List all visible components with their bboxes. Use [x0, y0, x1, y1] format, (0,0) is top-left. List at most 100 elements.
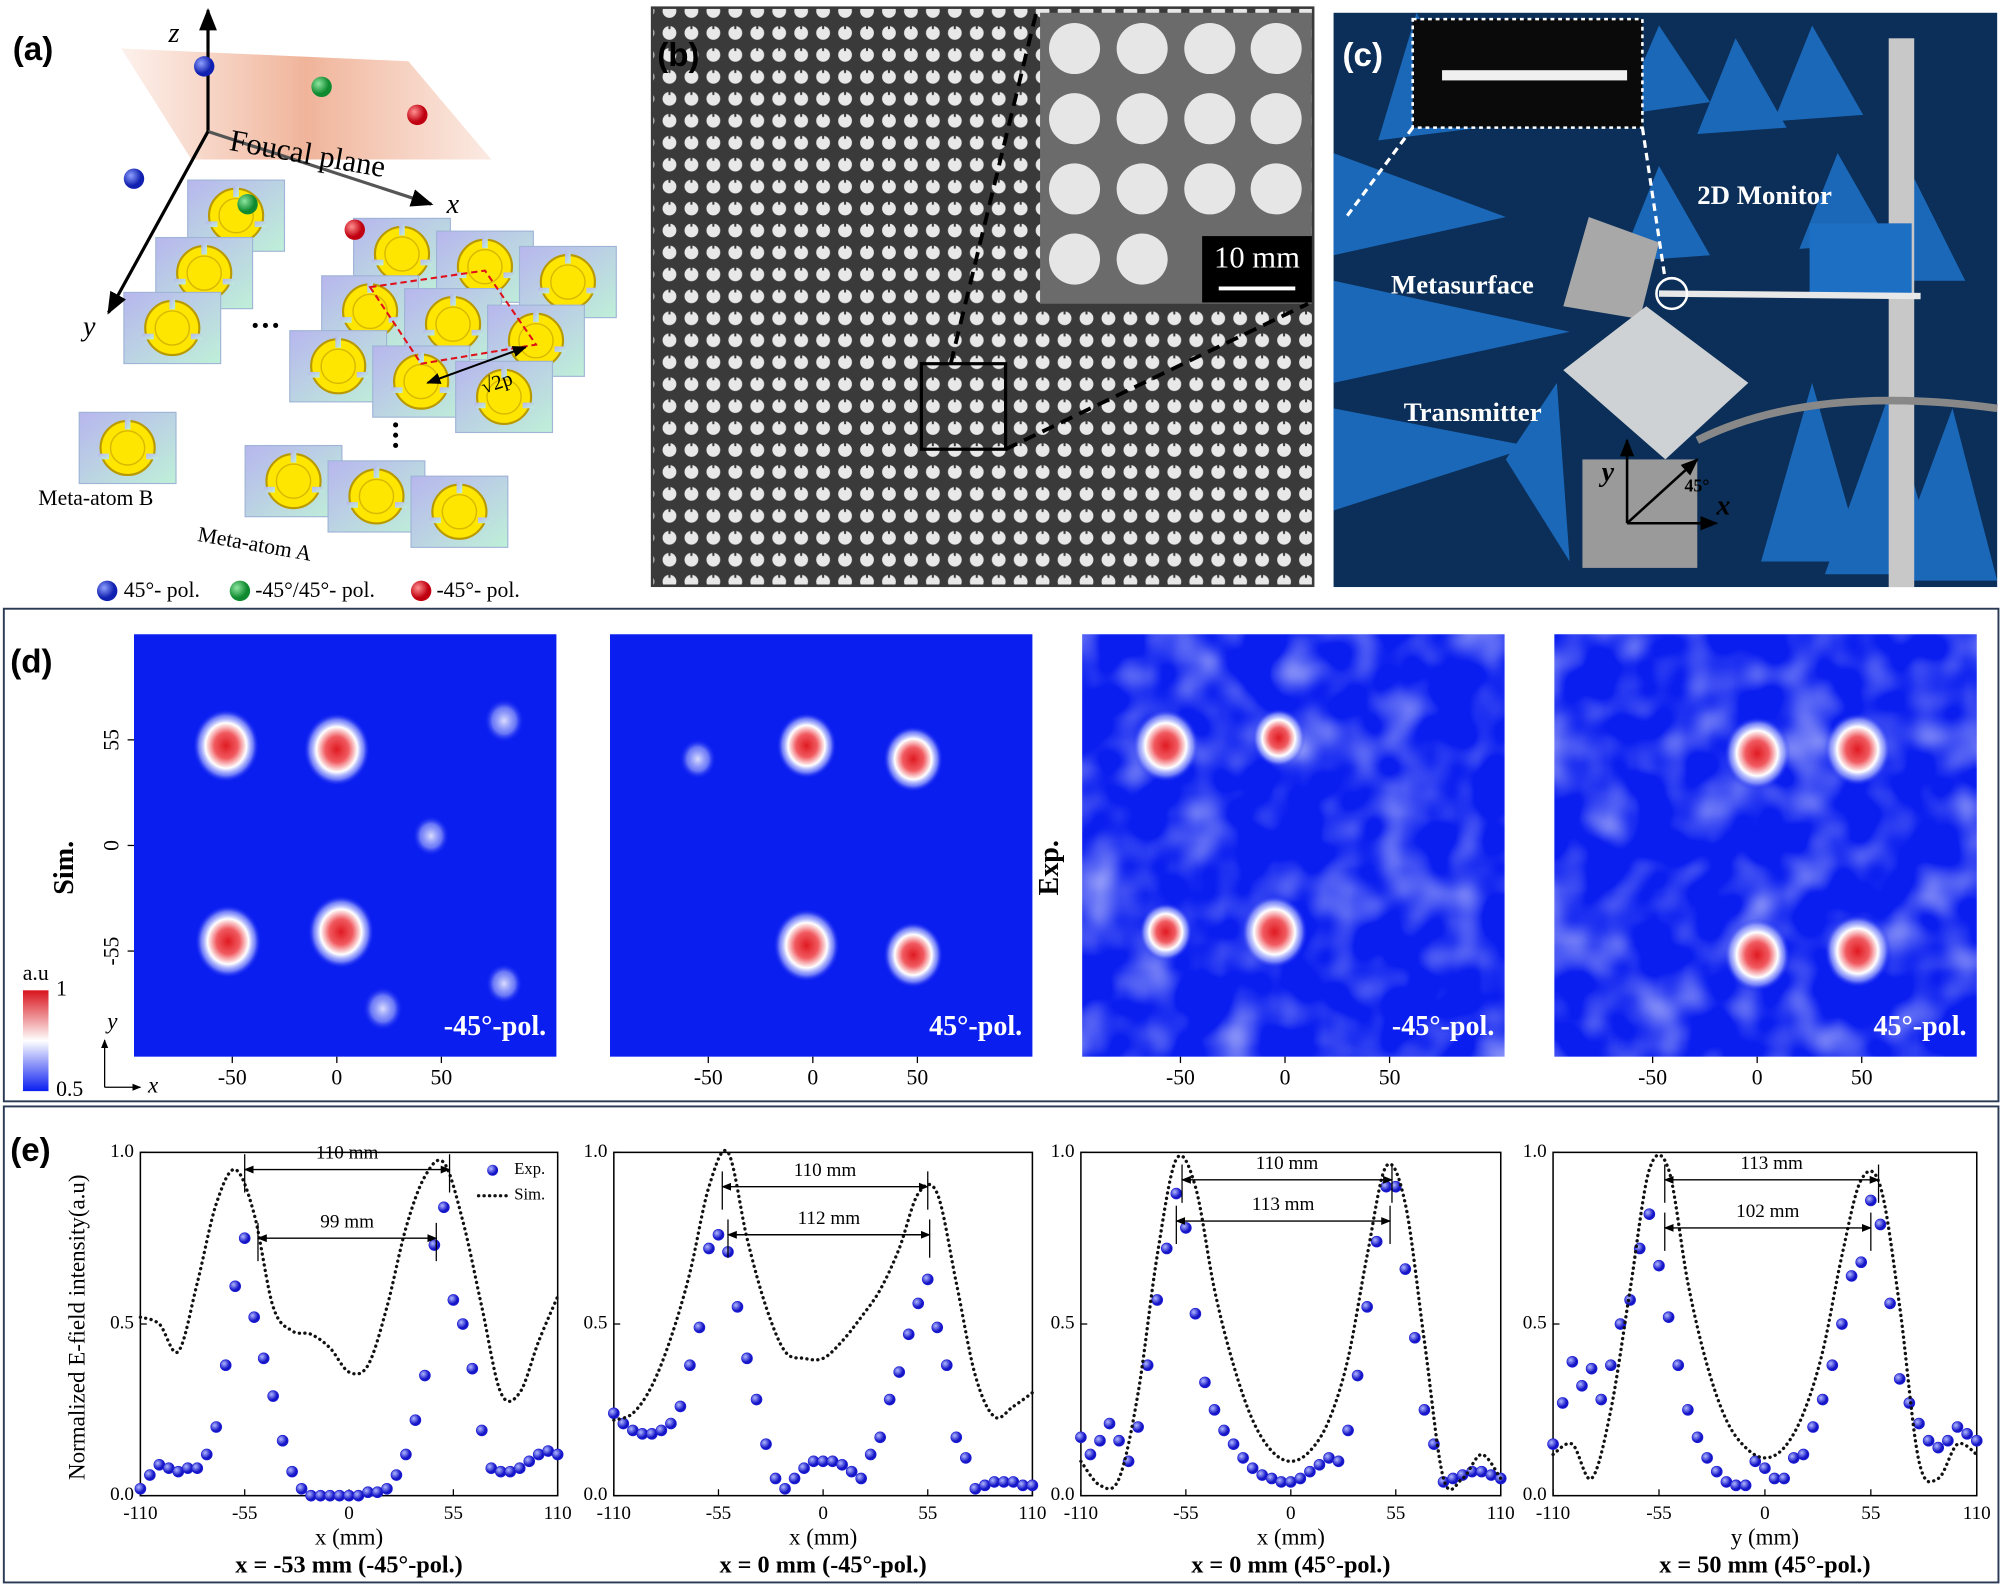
exp-point [1208, 1404, 1221, 1416]
exp-point [855, 1472, 867, 1485]
panel-c: (c) 2D Monitor Metasurface Transmitter y… [1333, 12, 1998, 588]
exp-point [1246, 1462, 1259, 1475]
x-tick-label: -55 [232, 1503, 258, 1524]
exp-point [1874, 1218, 1887, 1231]
spot [484, 698, 525, 743]
y-tick-label: 0.0 [1523, 1484, 1547, 1505]
spheres [96, 56, 432, 602]
x-tick-label: 0 [1280, 1066, 1291, 1090]
exp-point [1418, 1404, 1431, 1416]
x-tick-label: -110 [597, 1503, 631, 1524]
exp-point [1294, 1472, 1307, 1485]
zoom-box [919, 362, 1008, 451]
exp-point [655, 1424, 668, 1437]
spot [1824, 712, 1891, 786]
sim-line [138, 1158, 560, 1403]
exp-point [665, 1417, 677, 1430]
y-tick-label: 0.0 [110, 1484, 134, 1505]
unit-cell [368, 269, 538, 365]
spot [1252, 708, 1306, 768]
x-axis-label: x (mm) [789, 1524, 857, 1549]
spot [1139, 902, 1193, 962]
legend-label: 45°- pol. [124, 578, 200, 602]
exp-point [400, 1448, 412, 1461]
panel-label: (d) [10, 643, 52, 680]
exp-point [457, 1318, 469, 1330]
exp-point [883, 1393, 896, 1406]
exp-point [466, 1362, 479, 1375]
scale-label: 10 mm [1214, 240, 1300, 274]
legend-label: -45°/45°- pol. [255, 578, 375, 602]
axis-label: x [446, 189, 460, 220]
y-tick-label: 0.5 [584, 1312, 608, 1333]
dimension-label: 113 mm [1740, 1153, 1803, 1174]
scale-box [1202, 236, 1312, 303]
exp-point [286, 1465, 298, 1478]
axis [1626, 458, 1699, 525]
exp-point [1218, 1424, 1230, 1437]
x-tick-label: -50 [1166, 1066, 1195, 1090]
exp-point [1836, 1318, 1848, 1330]
exp-point [428, 1239, 441, 1251]
x-tick-label: -55 [706, 1503, 731, 1524]
x-tick-label: 50 [1379, 1066, 1401, 1090]
axis-label: x [147, 1073, 159, 1098]
x-axis [207, 129, 434, 207]
axis-label: y [105, 1009, 118, 1034]
exp-point [1778, 1472, 1790, 1485]
map-label: 45°-pol. [1873, 1011, 1966, 1042]
exp-point [1845, 1270, 1858, 1282]
x-tick-label: 0 [344, 1503, 354, 1524]
probe [1658, 290, 1921, 300]
dimension-label: 112 mm [798, 1208, 861, 1229]
exp-point [893, 1366, 906, 1378]
legend-swatch [487, 1164, 499, 1176]
exp-point [1865, 1194, 1877, 1207]
panel-a: (a) z x y Foucal plane √2p Meta-atom B M… [13, 7, 618, 602]
exp-point [836, 1458, 848, 1471]
x-tick-label: -110 [1064, 1503, 1098, 1524]
exp-point [419, 1369, 431, 1382]
exp-point [1682, 1404, 1694, 1416]
exp-point [741, 1352, 753, 1365]
exp-point [447, 1294, 460, 1306]
exp-point [1672, 1359, 1685, 1372]
exp-point [1566, 1355, 1579, 1368]
plot-frame [139, 1151, 559, 1497]
exp-point [219, 1359, 232, 1372]
exp-point [798, 1462, 810, 1475]
zoom-line [1004, 302, 1309, 451]
exp-point [1547, 1438, 1559, 1450]
exp-point [1342, 1424, 1354, 1437]
exp-point [1643, 1208, 1656, 1220]
exp-point [248, 1311, 260, 1323]
exp-point [1026, 1479, 1039, 1492]
exp-point [912, 1297, 925, 1310]
colorbar-tick: 0.5 [56, 1077, 83, 1101]
exp-point [779, 1482, 791, 1495]
exp-point [1961, 1428, 1973, 1440]
exp-point [1556, 1397, 1569, 1409]
x-tick-label: -55 [1646, 1503, 1672, 1524]
label: 2D Monitor [1697, 180, 1832, 210]
panel-b: 10 mm (b) [650, 6, 1315, 588]
x-tick-label: 110 [1018, 1503, 1046, 1524]
x-tick-label: -50 [694, 1066, 723, 1090]
exp-point [191, 1462, 204, 1475]
exp-point [1653, 1259, 1665, 1272]
x-tick-label: 0 [1760, 1503, 1770, 1524]
y-tick-label: 0.0 [1051, 1484, 1075, 1505]
spot [362, 986, 403, 1031]
x-tick-label: 110 [1963, 1503, 1991, 1524]
y-tick-label: 0 [100, 840, 124, 851]
plots: -45°-pol. -50 0 50 55 0 -55 45°-pol. -50 0 50 -45°-… [23, 634, 1991, 1579]
exp-point [1595, 1393, 1608, 1406]
exp-point [1951, 1421, 1964, 1433]
heatmap [609, 634, 1033, 1057]
y-tick-label: 1.0 [110, 1141, 134, 1162]
x-tick-label: 0 [1752, 1066, 1763, 1090]
caption: x = -53 mm (-45°-pol.) [235, 1552, 462, 1579]
sim-line [1079, 1153, 1503, 1492]
exp-point [1759, 1462, 1771, 1475]
exp-point [1227, 1438, 1240, 1450]
